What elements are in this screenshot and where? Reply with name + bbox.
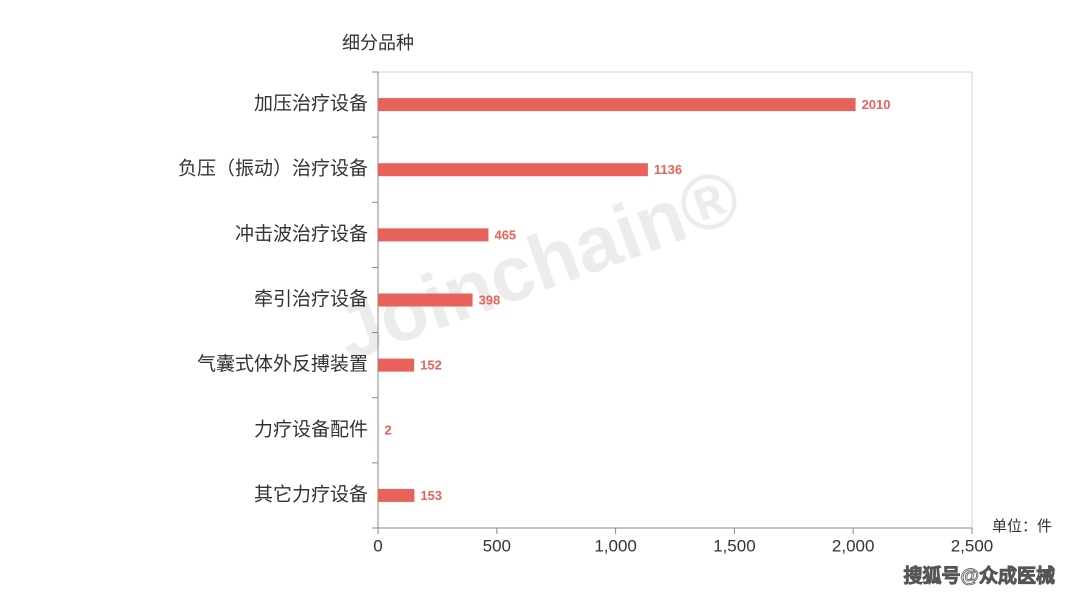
axis-title: 细分品种	[342, 33, 414, 53]
data-label: 153	[420, 488, 442, 503]
x-tick-label: 0	[373, 536, 382, 555]
unit-label: 单位：件	[992, 518, 1052, 535]
y-tick-label: 牵引治疗设备	[254, 288, 368, 310]
y-tick-label: 冲击波治疗设备	[235, 223, 368, 245]
data-label: 152	[420, 358, 442, 373]
y-tick-label: 气囊式体外反搏装置	[197, 353, 368, 375]
x-tick-label: 500	[483, 536, 511, 555]
data-label: 2010	[862, 97, 891, 112]
bar	[378, 98, 856, 112]
data-label: 398	[479, 292, 501, 307]
bar	[378, 488, 415, 502]
x-tick-label: 1,000	[594, 536, 637, 555]
bar	[378, 163, 648, 177]
y-tick-label: 其它力疗设备	[254, 483, 368, 505]
y-tick-label: 加压治疗设备	[254, 93, 368, 115]
y-tick-label: 负压（振动）治疗设备	[178, 158, 368, 180]
bar	[378, 358, 415, 372]
x-tick-label: 1,500	[713, 536, 756, 555]
data-label: 465	[494, 227, 516, 242]
bar	[378, 228, 489, 242]
y-tick-label: 力疗设备配件	[254, 418, 368, 440]
watermark: Joinchain®	[325, 151, 751, 378]
x-tick-label: 2,500	[951, 536, 994, 555]
data-label: 2	[384, 423, 391, 438]
x-tick-label: 2,000	[832, 536, 875, 555]
data-label: 1136	[654, 162, 682, 177]
source-label: 搜狐号@众成医械	[903, 564, 1055, 587]
bar	[378, 293, 473, 307]
